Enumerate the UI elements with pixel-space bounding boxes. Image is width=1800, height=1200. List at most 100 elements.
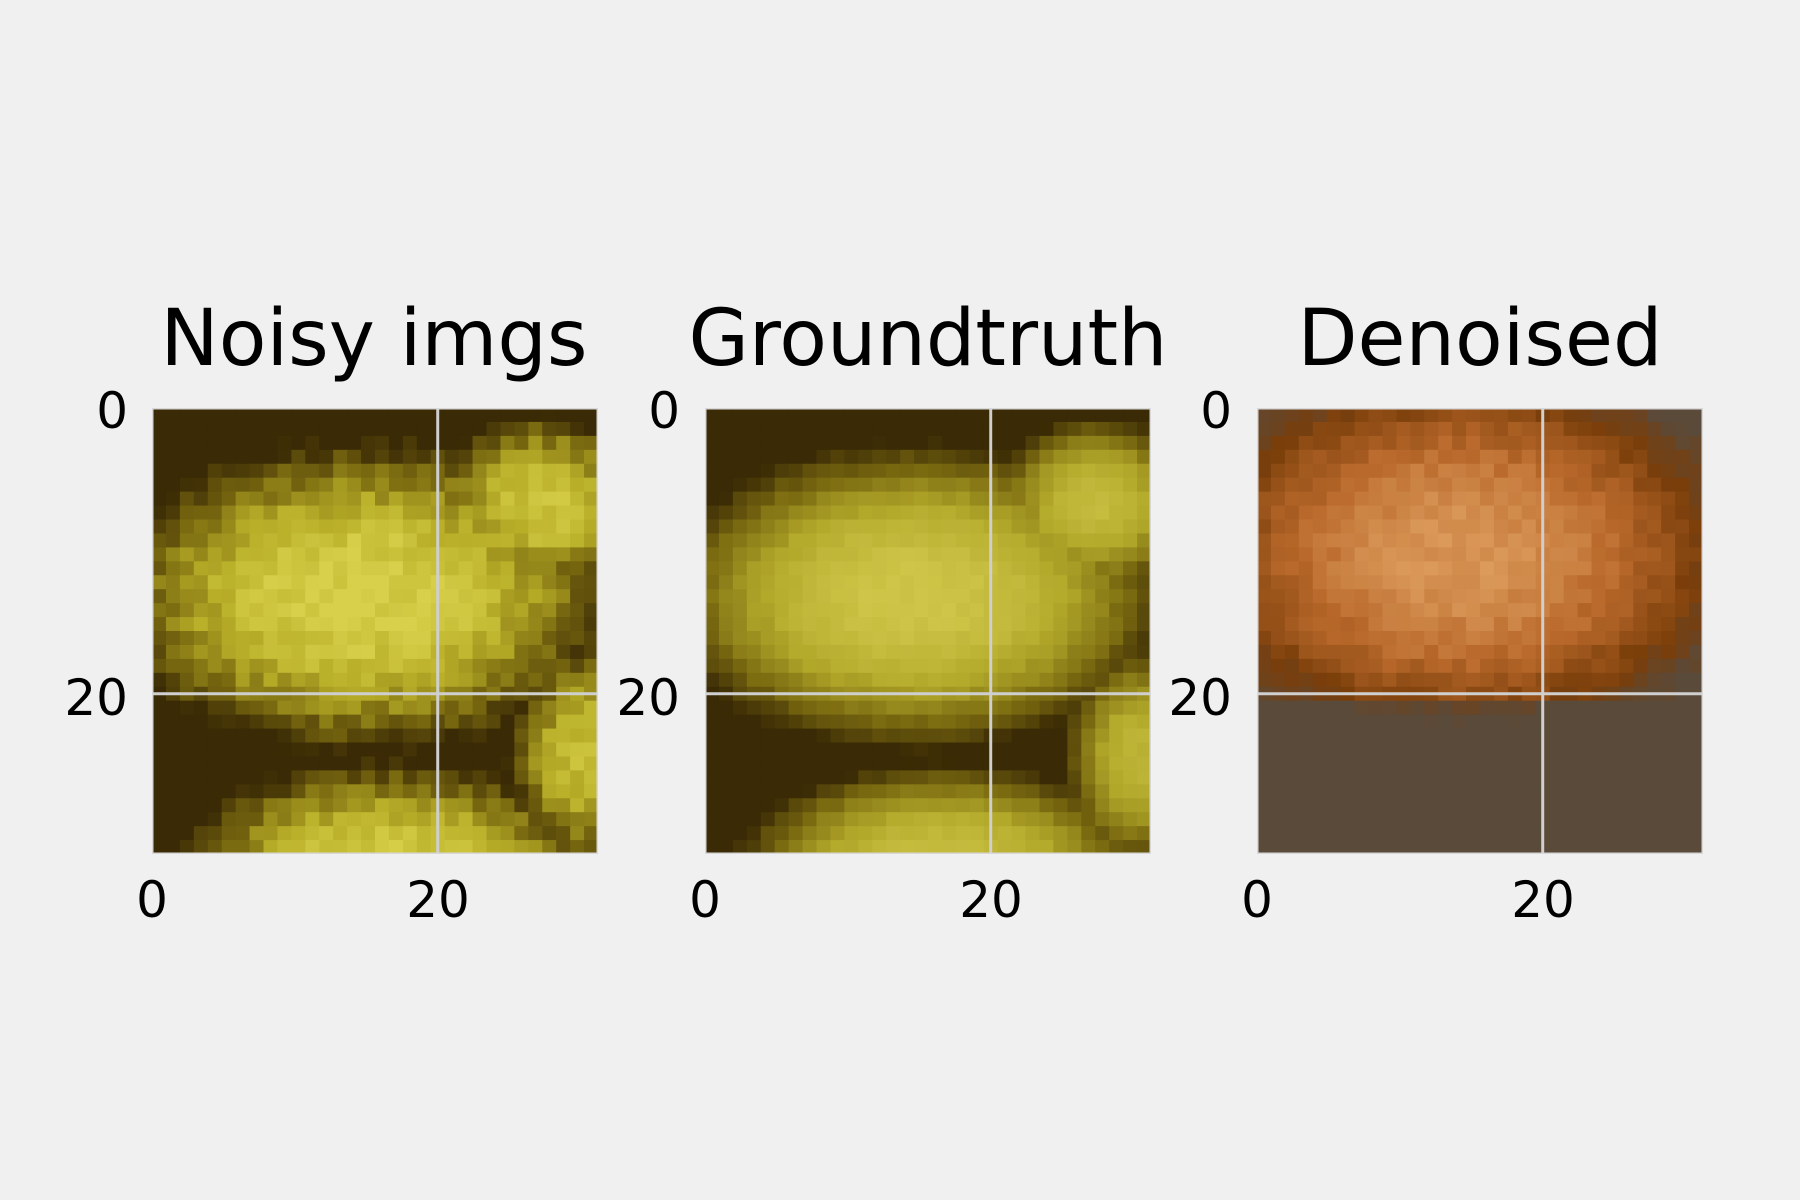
pixel xyxy=(1298,770,1314,785)
pixel xyxy=(1011,435,1027,451)
axes-frame xyxy=(152,408,598,854)
pixel xyxy=(1438,435,1453,451)
pixel xyxy=(333,812,348,827)
pixel xyxy=(1326,435,1342,451)
pixel xyxy=(570,603,585,618)
pixel xyxy=(830,519,845,535)
pixel xyxy=(1563,658,1579,674)
pixel xyxy=(500,700,515,716)
pixel xyxy=(416,784,432,799)
pixel xyxy=(955,589,971,604)
pixel xyxy=(1549,672,1565,688)
pixel xyxy=(1354,644,1370,660)
pixel xyxy=(788,812,804,827)
pixel xyxy=(570,547,585,562)
pixel xyxy=(1382,631,1397,646)
pixel xyxy=(444,589,460,604)
pixel xyxy=(788,589,804,604)
pixel xyxy=(1396,714,1411,730)
pixel xyxy=(1591,840,1607,854)
pixel xyxy=(1053,798,1068,813)
pixel xyxy=(277,547,292,562)
pixel xyxy=(291,603,306,618)
pixel xyxy=(1368,547,1384,562)
pixel xyxy=(1354,561,1370,576)
pixel xyxy=(570,408,585,423)
pixel xyxy=(900,519,915,535)
pixel xyxy=(788,547,804,562)
pixel xyxy=(1257,742,1272,758)
pixel xyxy=(844,589,859,604)
pixel xyxy=(1675,756,1690,771)
pixel xyxy=(1340,742,1356,758)
pixel xyxy=(179,589,195,604)
pixel xyxy=(472,756,488,771)
pixel xyxy=(1257,617,1272,632)
pixel xyxy=(1137,421,1151,437)
pixel xyxy=(941,631,957,646)
pixel xyxy=(152,477,167,493)
pixel xyxy=(1452,561,1467,576)
pixel xyxy=(291,477,306,493)
pixel xyxy=(816,463,832,479)
pixel xyxy=(955,519,971,535)
pixel xyxy=(1452,463,1467,479)
pixel xyxy=(333,603,348,618)
pixel xyxy=(500,533,515,548)
pixel xyxy=(914,603,929,618)
pixel xyxy=(249,826,265,841)
pixel xyxy=(152,700,167,716)
pixel xyxy=(361,505,376,521)
pixel xyxy=(235,408,251,423)
pixel xyxy=(458,491,474,507)
pixel xyxy=(1081,728,1096,744)
pixel xyxy=(774,477,790,493)
pixel xyxy=(1095,644,1110,660)
pixel xyxy=(1354,714,1370,730)
pixel xyxy=(305,533,320,548)
pixel xyxy=(486,826,502,841)
pixel xyxy=(221,770,237,785)
pixel xyxy=(1480,840,1495,854)
pixel xyxy=(886,812,901,827)
pixel xyxy=(1312,770,1328,785)
pixel xyxy=(514,658,529,674)
pixel xyxy=(1011,826,1027,841)
pixel xyxy=(1521,575,1537,590)
pixel xyxy=(1438,603,1453,618)
pixel xyxy=(872,575,887,590)
pixel xyxy=(207,812,223,827)
pixel xyxy=(1025,477,1041,493)
pixel xyxy=(941,561,957,576)
pixel xyxy=(347,519,362,535)
pixel xyxy=(1633,575,1648,590)
pixel xyxy=(718,519,734,535)
pixel xyxy=(928,714,943,730)
pixel xyxy=(179,435,195,451)
pixel xyxy=(1507,575,1523,590)
pixel xyxy=(1270,658,1286,674)
pixel xyxy=(1563,700,1579,716)
pixel xyxy=(388,812,404,827)
pixel xyxy=(277,700,292,716)
pixel xyxy=(388,463,404,479)
pixel xyxy=(1452,435,1467,451)
pixel xyxy=(1661,617,1676,632)
pixel xyxy=(1025,505,1041,521)
pixel xyxy=(830,617,845,632)
pixel xyxy=(1689,840,1703,854)
pixel xyxy=(1521,533,1537,548)
pixel xyxy=(333,770,348,785)
pixel xyxy=(1109,714,1124,730)
pixel xyxy=(1368,421,1384,437)
pixel xyxy=(1081,561,1096,576)
pixel xyxy=(1675,812,1690,827)
pixel xyxy=(1039,658,1055,674)
pixel xyxy=(1619,672,1634,688)
pixel xyxy=(249,477,265,493)
pixel xyxy=(1410,756,1425,771)
pixel xyxy=(333,714,348,730)
pixel xyxy=(361,742,376,758)
pixel xyxy=(165,714,181,730)
pixel xyxy=(705,784,720,799)
